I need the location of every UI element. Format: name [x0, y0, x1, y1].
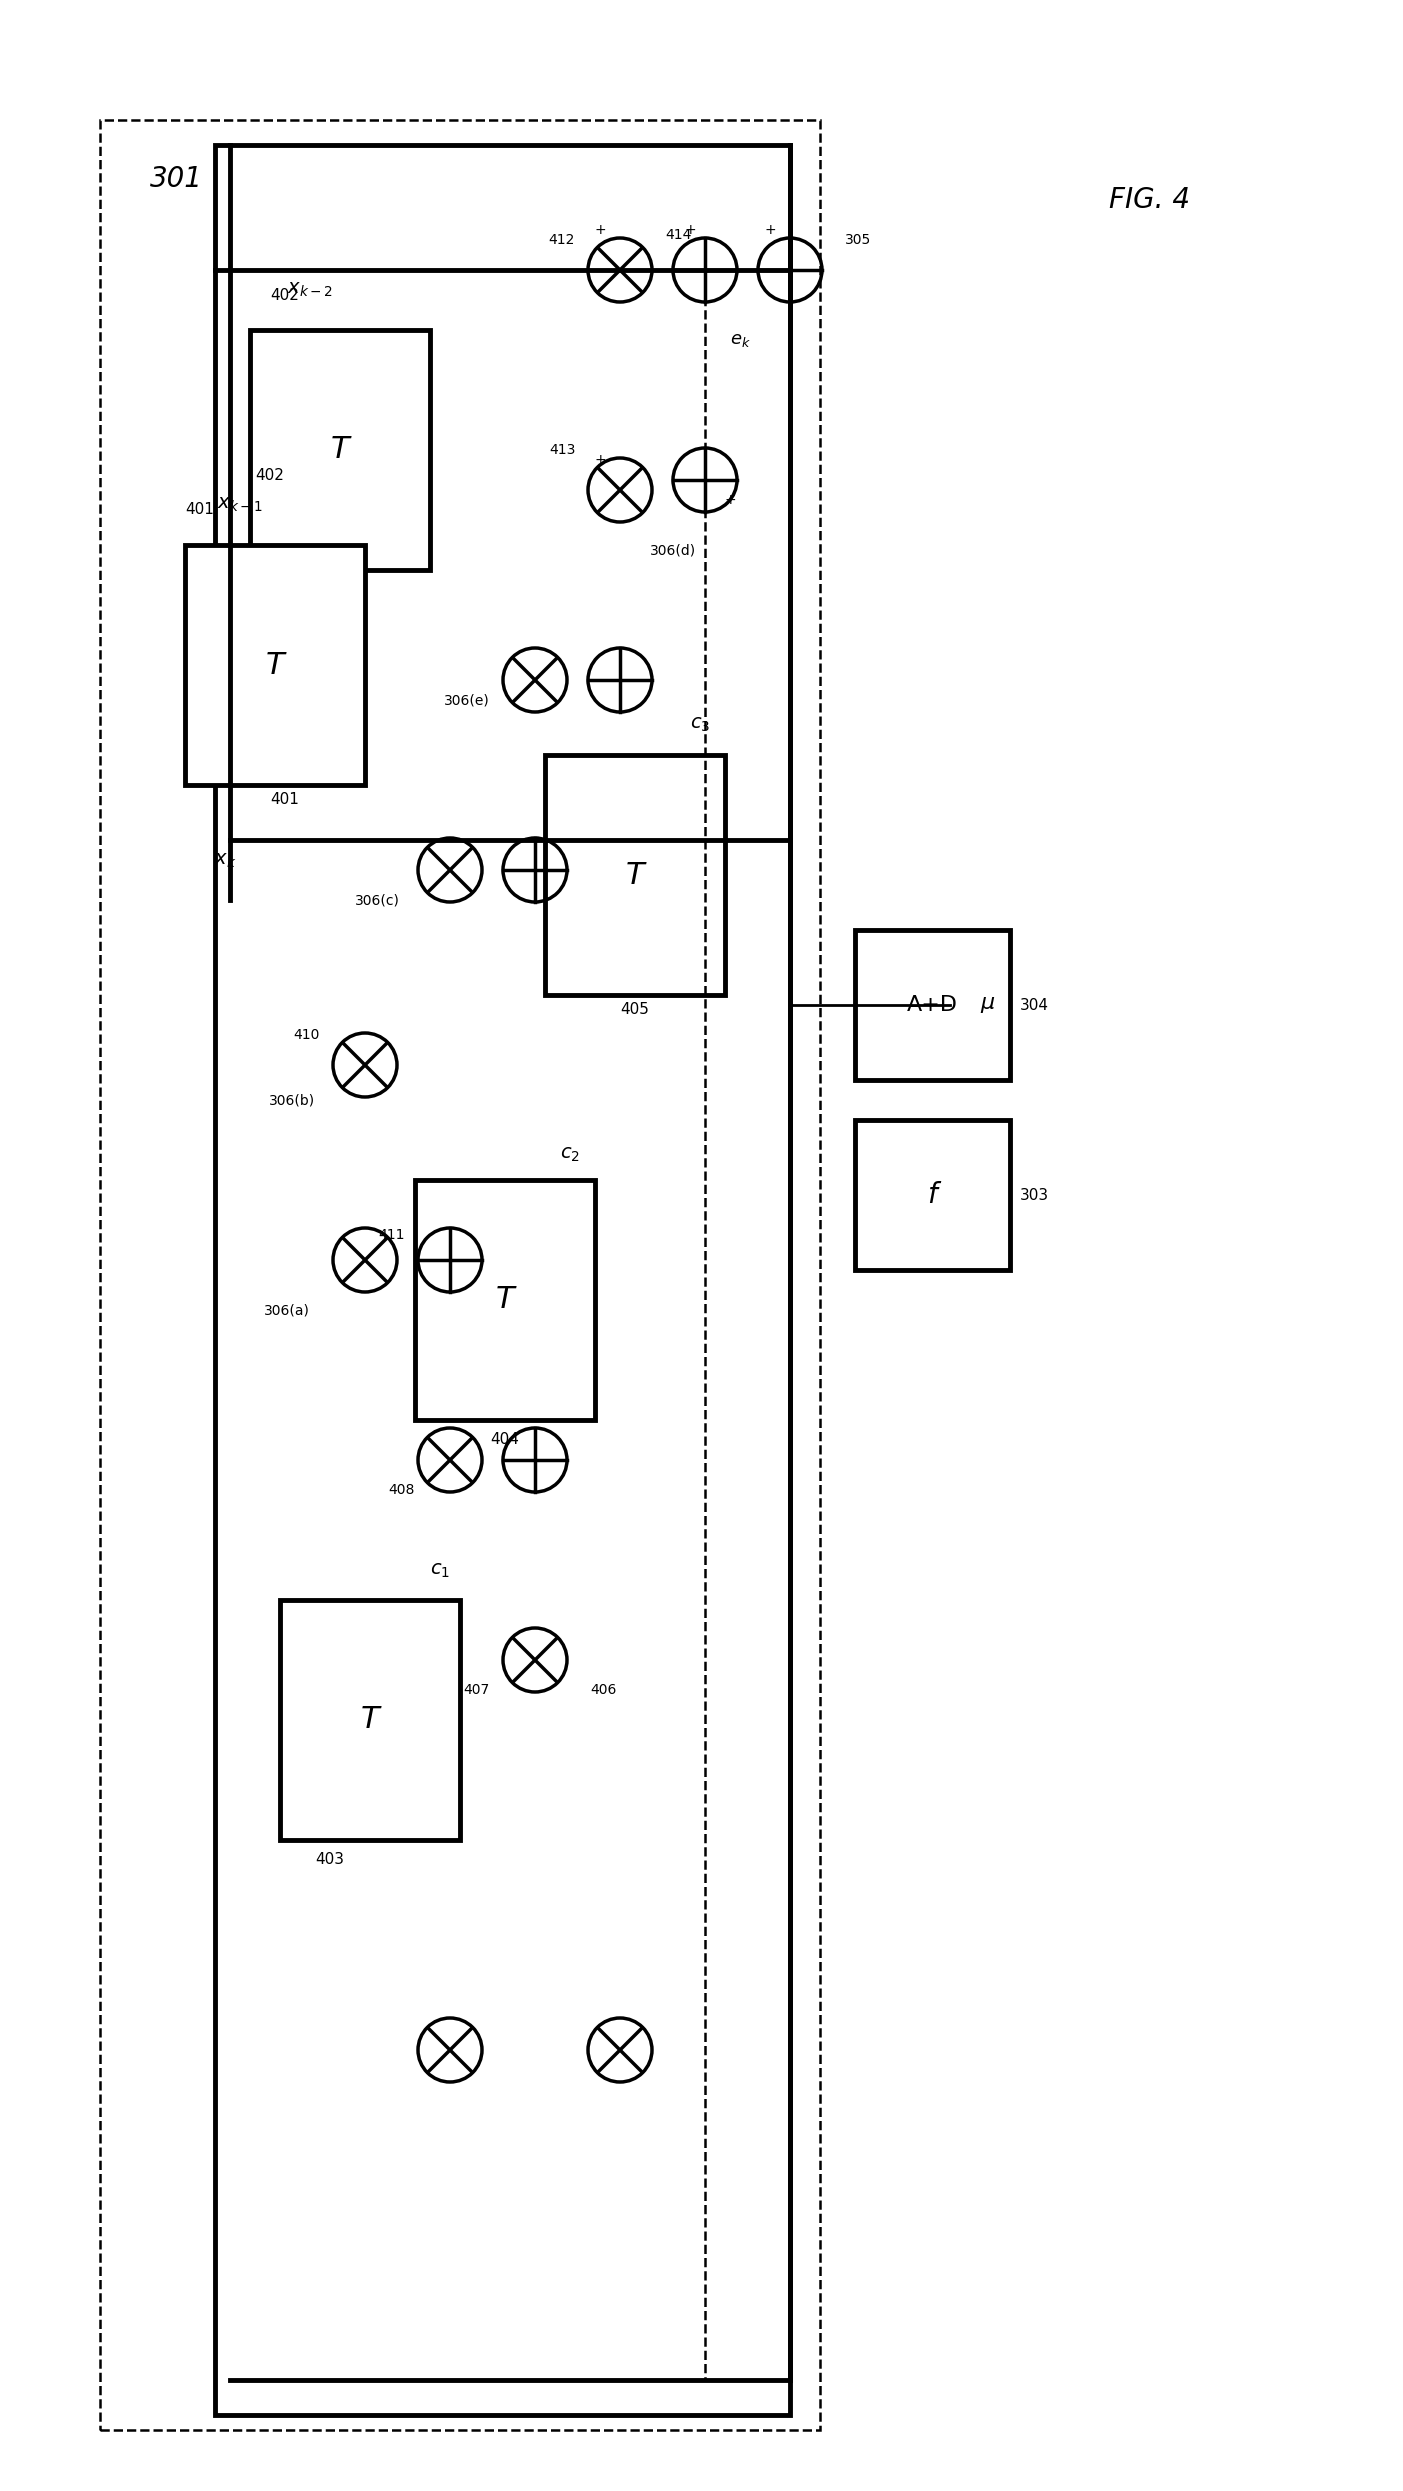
Text: f: f: [927, 1181, 937, 1208]
Text: T: T: [361, 1706, 379, 1734]
Text: $c_2$: $c_2$: [560, 1146, 579, 1163]
Text: 413: 413: [550, 443, 577, 456]
Text: 306(d): 306(d): [650, 543, 696, 558]
Text: 407: 407: [464, 1684, 490, 1696]
Text: 401: 401: [269, 792, 299, 807]
Text: $x_{k-2}$: $x_{k-2}$: [288, 281, 333, 299]
Text: +: +: [685, 224, 696, 237]
Text: 405: 405: [620, 1001, 650, 1016]
Text: FIG. 4: FIG. 4: [1110, 187, 1191, 214]
Text: 414: 414: [665, 229, 692, 242]
Text: T: T: [495, 1285, 515, 1315]
Text: $x_{k-1}$: $x_{k-1}$: [217, 496, 262, 516]
Text: +: +: [724, 493, 735, 508]
Text: 411: 411: [379, 1228, 405, 1243]
Text: 303: 303: [1020, 1188, 1049, 1203]
Text: $x_k$: $x_k$: [213, 849, 236, 869]
Text: 410: 410: [293, 1029, 320, 1041]
Text: 306(a): 306(a): [264, 1303, 310, 1318]
Text: 306(c): 306(c): [355, 892, 400, 907]
Bar: [100, 120, 819, 2431]
Bar: [185, 546, 365, 785]
Text: 306(b): 306(b): [269, 1094, 316, 1106]
Text: T: T: [331, 436, 349, 463]
Bar: [281, 1599, 460, 1841]
Text: +: +: [595, 224, 606, 237]
Text: 306(e): 306(e): [445, 692, 490, 707]
Text: 402: 402: [255, 468, 283, 483]
Text: $e_k$: $e_k$: [730, 331, 751, 349]
Bar: [250, 329, 429, 570]
Text: 301: 301: [150, 164, 203, 192]
Text: 404: 404: [491, 1432, 519, 1447]
Text: 402: 402: [269, 286, 299, 301]
Bar: [854, 1121, 1010, 1270]
Text: +: +: [765, 224, 776, 237]
Text: $c_3$: $c_3$: [690, 715, 710, 735]
Text: 304: 304: [1020, 996, 1049, 1011]
Text: 403: 403: [316, 1853, 345, 1868]
Text: 305: 305: [845, 234, 871, 247]
Text: 401: 401: [185, 503, 213, 518]
Bar: [544, 755, 725, 994]
Text: 412: 412: [549, 234, 575, 247]
Text: $\mu$: $\mu$: [981, 994, 996, 1014]
Bar: [215, 144, 790, 2414]
Text: T: T: [265, 650, 285, 680]
Bar: [415, 1181, 595, 1420]
Text: 408: 408: [389, 1482, 415, 1497]
Text: +: +: [595, 453, 606, 466]
Text: T: T: [626, 859, 644, 889]
Text: 406: 406: [591, 1684, 616, 1696]
Text: A+D: A+D: [906, 994, 957, 1014]
Bar: [854, 929, 1010, 1081]
Text: $c_1$: $c_1$: [429, 1559, 450, 1579]
